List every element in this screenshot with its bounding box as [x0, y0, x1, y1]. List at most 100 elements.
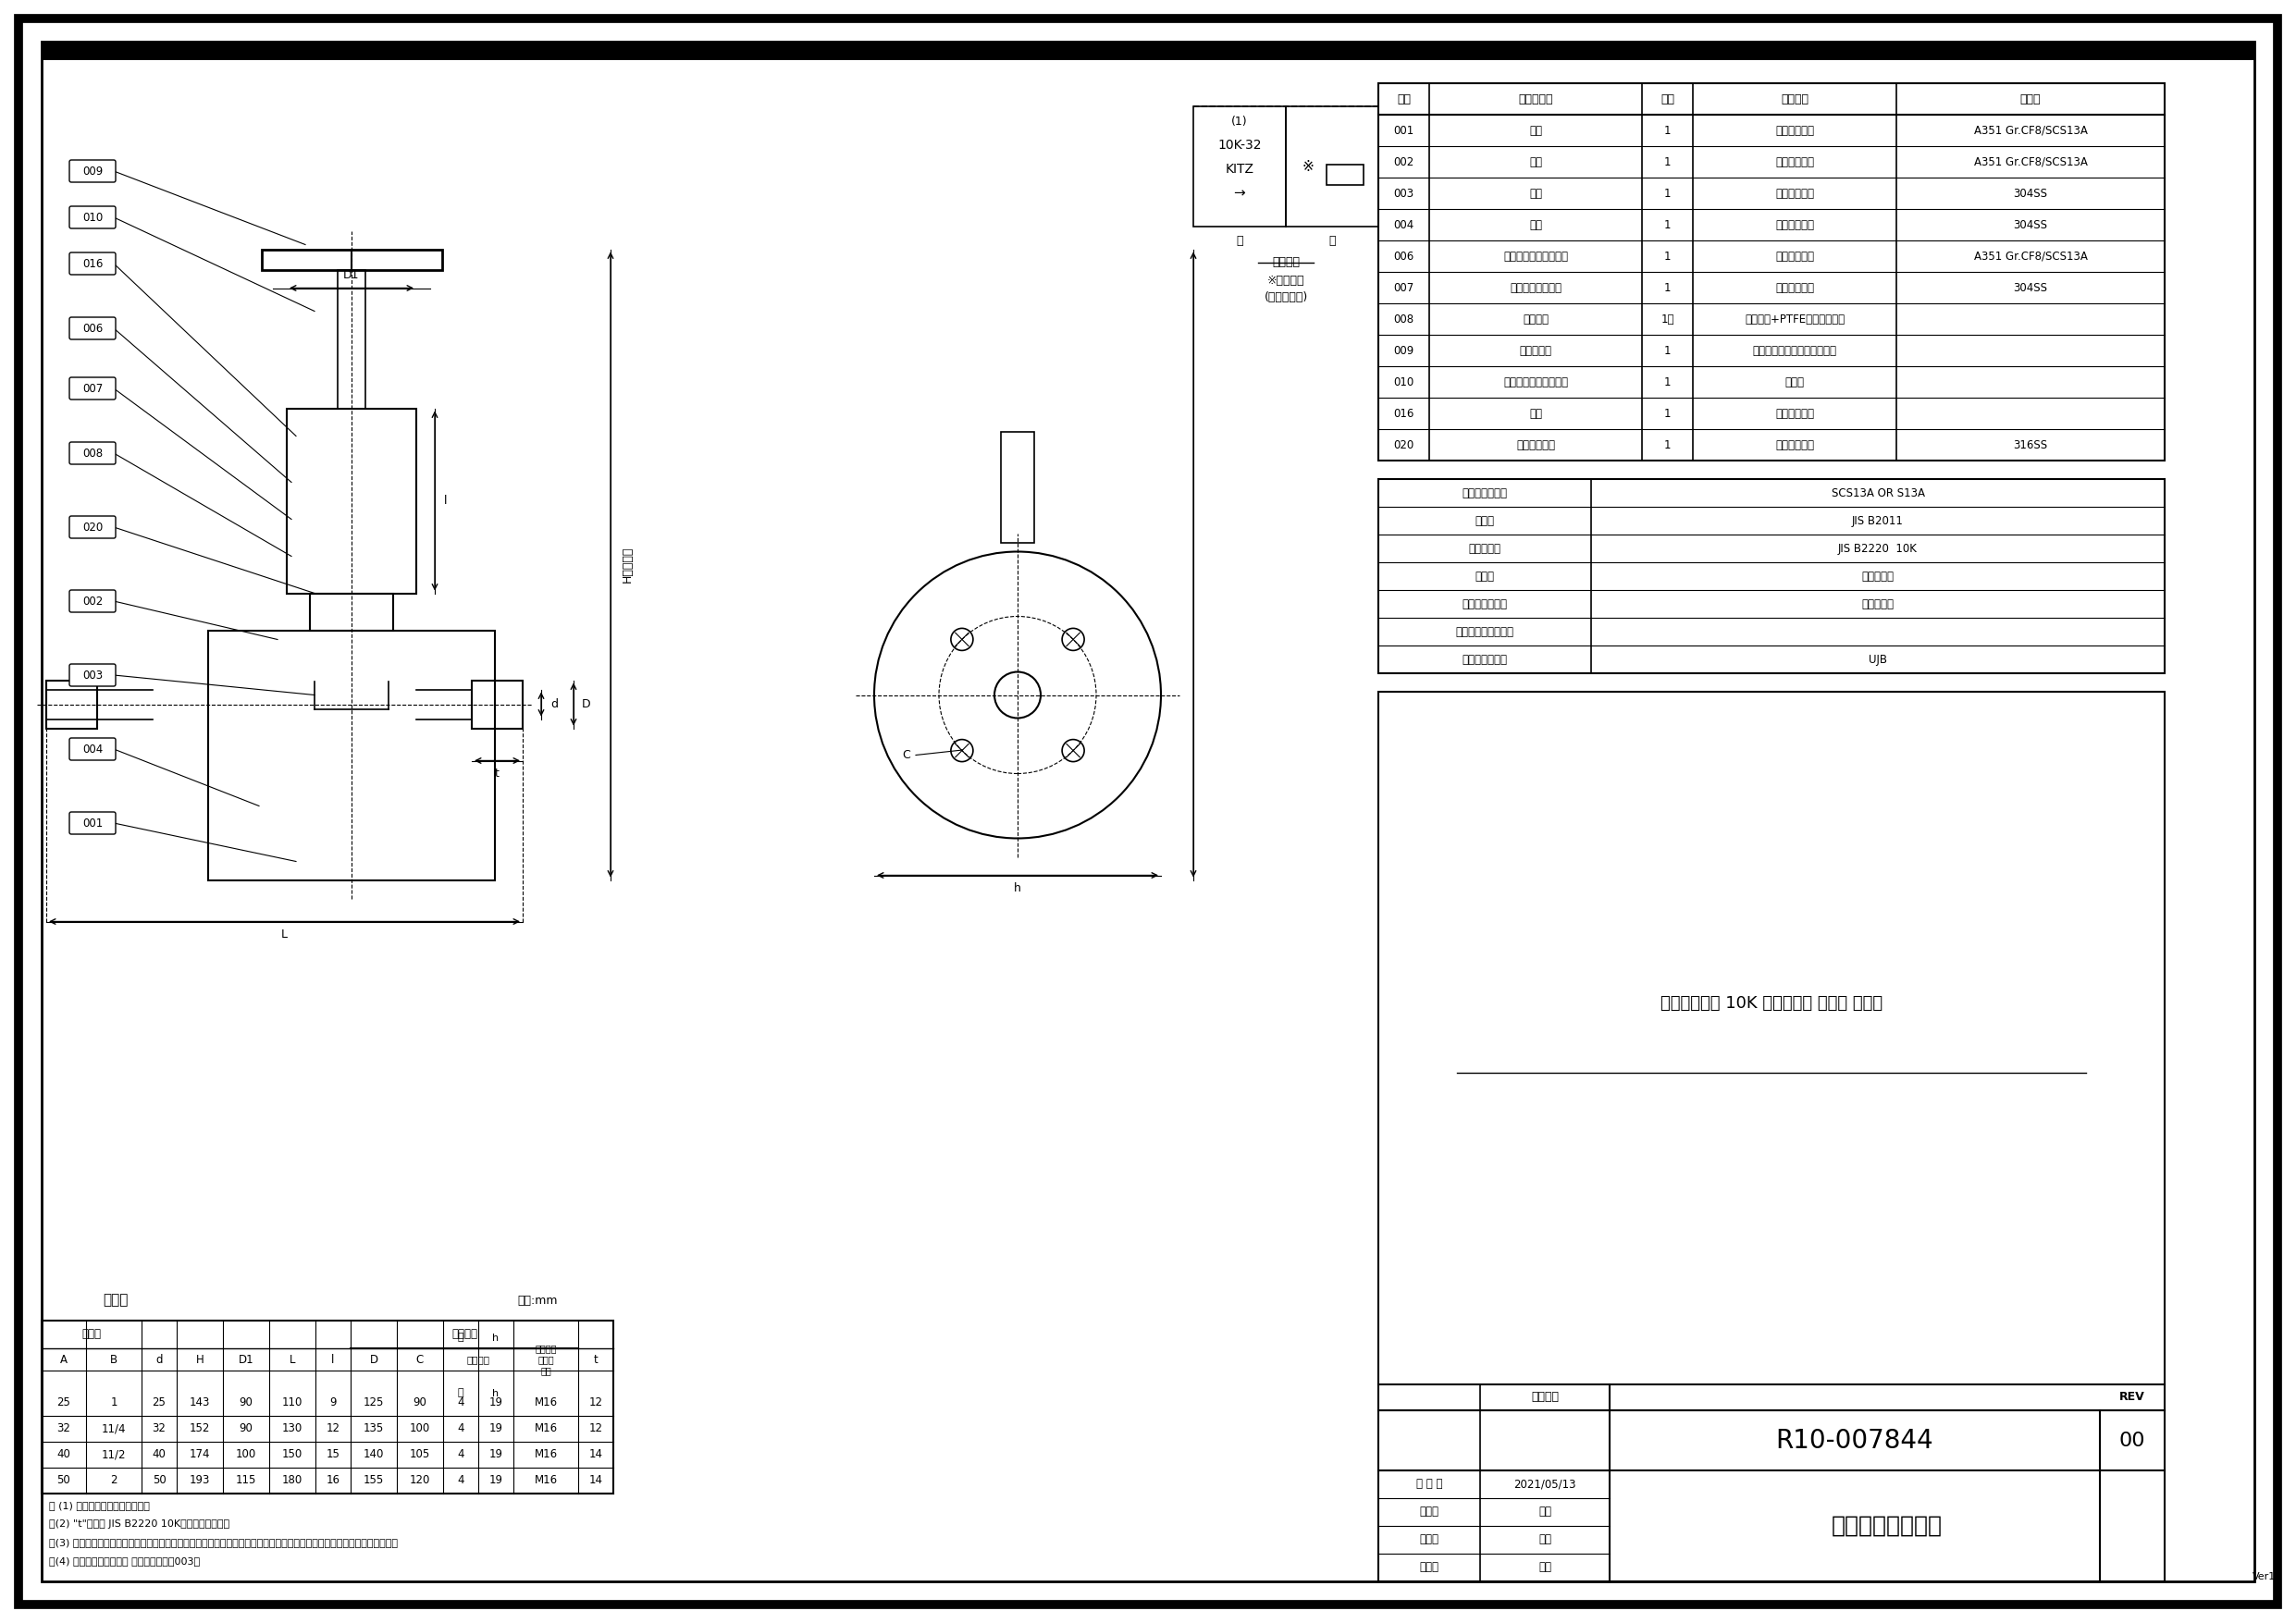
- Text: 本体表示: 本体表示: [1272, 256, 1300, 268]
- Text: 004: 004: [83, 743, 103, 755]
- Text: 管　接　続: 管 接 続: [1469, 542, 1502, 555]
- Text: 1: 1: [1665, 250, 1671, 263]
- Text: パッキン押さえ輪: パッキン押さえ輪: [1511, 282, 1561, 294]
- Text: 32: 32: [152, 1423, 165, 1435]
- FancyBboxPatch shape: [69, 206, 115, 229]
- Text: C: C: [416, 1354, 425, 1365]
- Text: ボルトの: ボルトの: [535, 1344, 556, 1354]
- Text: 呼び: 呼び: [540, 1367, 551, 1375]
- Text: D: D: [370, 1354, 379, 1365]
- Text: 部番: 部番: [1396, 93, 1410, 105]
- Text: 年 月 日: 年 月 日: [1417, 1479, 1442, 1490]
- Text: 本　体　表　示: 本 体 表 示: [1463, 487, 1508, 498]
- Text: ステンレス鋼 10K フランジ形 内ねじ 玉形弁: ステンレス鋼 10K フランジ形 内ねじ 玉形弁: [1660, 995, 1883, 1011]
- Text: 50: 50: [57, 1475, 71, 1487]
- Text: 1組: 1組: [1660, 313, 1674, 325]
- Text: 25: 25: [152, 1397, 165, 1409]
- Bar: [1194, 107, 1286, 227]
- Text: ふた: ふた: [1529, 156, 1543, 167]
- Text: M16: M16: [535, 1475, 558, 1487]
- Text: D1: D1: [239, 1354, 255, 1365]
- Text: 16: 16: [326, 1475, 340, 1487]
- Text: 1: 1: [1665, 156, 1671, 167]
- Text: D1: D1: [344, 269, 360, 281]
- Text: 承　認: 承 認: [1419, 1506, 1440, 1518]
- FancyBboxPatch shape: [69, 316, 115, 339]
- Text: 304SS: 304SS: [2014, 282, 2048, 294]
- Text: ステンレス鋼: ステンレス鋼: [1775, 187, 1814, 200]
- FancyBboxPatch shape: [69, 738, 115, 760]
- Text: 002: 002: [83, 596, 103, 607]
- Text: 40: 40: [152, 1449, 165, 1461]
- Text: h: h: [494, 1332, 498, 1342]
- Bar: [1286, 107, 1378, 227]
- FancyBboxPatch shape: [69, 516, 115, 539]
- Text: 316SS: 316SS: [2014, 438, 2048, 451]
- Text: 40: 40: [57, 1449, 71, 1461]
- Text: 304SS: 304SS: [2014, 219, 2048, 230]
- Text: 304SS: 304SS: [2014, 187, 2048, 200]
- Text: キッツ標準: キッツ標準: [1862, 597, 1894, 610]
- Text: 矢部: 矢部: [1538, 1561, 1552, 1574]
- Bar: [1001, 432, 1033, 542]
- Text: パッキン座金: パッキン座金: [1515, 438, 1554, 451]
- Text: 数: 数: [457, 1332, 464, 1342]
- Text: ハンドル車: ハンドル車: [1520, 344, 1552, 357]
- Text: REV: REV: [2119, 1391, 2144, 1404]
- Text: ステンレス鋼: ステンレス鋼: [1775, 282, 1814, 294]
- Text: 174: 174: [188, 1449, 211, 1461]
- Text: 9: 9: [331, 1397, 338, 1409]
- Text: 12: 12: [326, 1423, 340, 1435]
- Text: 1: 1: [110, 1397, 117, 1409]
- Text: M16: M16: [535, 1449, 558, 1461]
- Text: L: L: [289, 1354, 296, 1365]
- Text: ボルト穴: ボルト穴: [466, 1355, 489, 1363]
- Text: 001: 001: [1394, 125, 1414, 136]
- Text: 炭素鋼: 炭素鋼: [1784, 377, 1805, 388]
- Text: 006: 006: [83, 323, 103, 334]
- Text: 020: 020: [1394, 438, 1414, 451]
- Text: 4: 4: [457, 1475, 464, 1487]
- FancyBboxPatch shape: [69, 812, 115, 834]
- Text: 19: 19: [489, 1423, 503, 1435]
- Text: t: t: [496, 768, 501, 779]
- Text: 120: 120: [409, 1475, 429, 1487]
- Text: 弁箱: 弁箱: [1529, 125, 1543, 136]
- Text: 個数: 個数: [1660, 93, 1674, 105]
- Text: 1: 1: [1665, 282, 1671, 294]
- Text: L: L: [280, 928, 287, 940]
- Text: 銘板: 銘板: [1529, 407, 1543, 419]
- Text: 90: 90: [239, 1397, 253, 1409]
- Bar: [41, 1321, 613, 1493]
- Text: 32: 32: [57, 1423, 71, 1435]
- Text: 部　品　名: 部 品 名: [1518, 93, 1552, 105]
- Text: 14: 14: [588, 1449, 602, 1461]
- Text: 呼び径: 呼び径: [83, 1329, 101, 1341]
- Text: 11/4: 11/4: [101, 1423, 126, 1435]
- Text: 016: 016: [83, 258, 103, 269]
- Text: 圧　力　検　査: 圧 力 検 査: [1463, 597, 1508, 610]
- Text: 図　　番: 図 番: [1531, 1391, 1559, 1404]
- Text: 016: 016: [1394, 407, 1414, 419]
- Text: 00: 00: [2119, 1431, 2144, 1449]
- Text: JIS B2220  10K: JIS B2220 10K: [1839, 542, 1917, 555]
- Bar: [287, 409, 416, 594]
- Text: 007: 007: [1394, 282, 1414, 294]
- Text: t: t: [595, 1354, 597, 1365]
- Text: JIS B2011: JIS B2011: [1853, 514, 1903, 527]
- Text: C: C: [902, 750, 912, 761]
- Text: A351 Gr.CF8/SCS13A: A351 Gr.CF8/SCS13A: [1975, 125, 2087, 136]
- Bar: [1327, 164, 1364, 185]
- Text: (2) "t"寸法は JIS B2220 10Kに準じています。: (2) "t"寸法は JIS B2220 10Kに準じています。: [48, 1519, 230, 1529]
- Text: 寸法表: 寸法表: [103, 1294, 129, 1307]
- FancyBboxPatch shape: [69, 377, 115, 399]
- Text: d: d: [551, 698, 558, 711]
- FancyBboxPatch shape: [69, 253, 115, 274]
- Text: H（全長）: H（全長）: [622, 547, 634, 583]
- Text: 100: 100: [409, 1423, 429, 1435]
- Text: l: l: [443, 495, 448, 506]
- Text: 1: 1: [1665, 125, 1671, 136]
- Text: 009: 009: [1394, 344, 1414, 357]
- Text: 003: 003: [1394, 187, 1414, 200]
- Text: 1: 1: [1665, 344, 1671, 357]
